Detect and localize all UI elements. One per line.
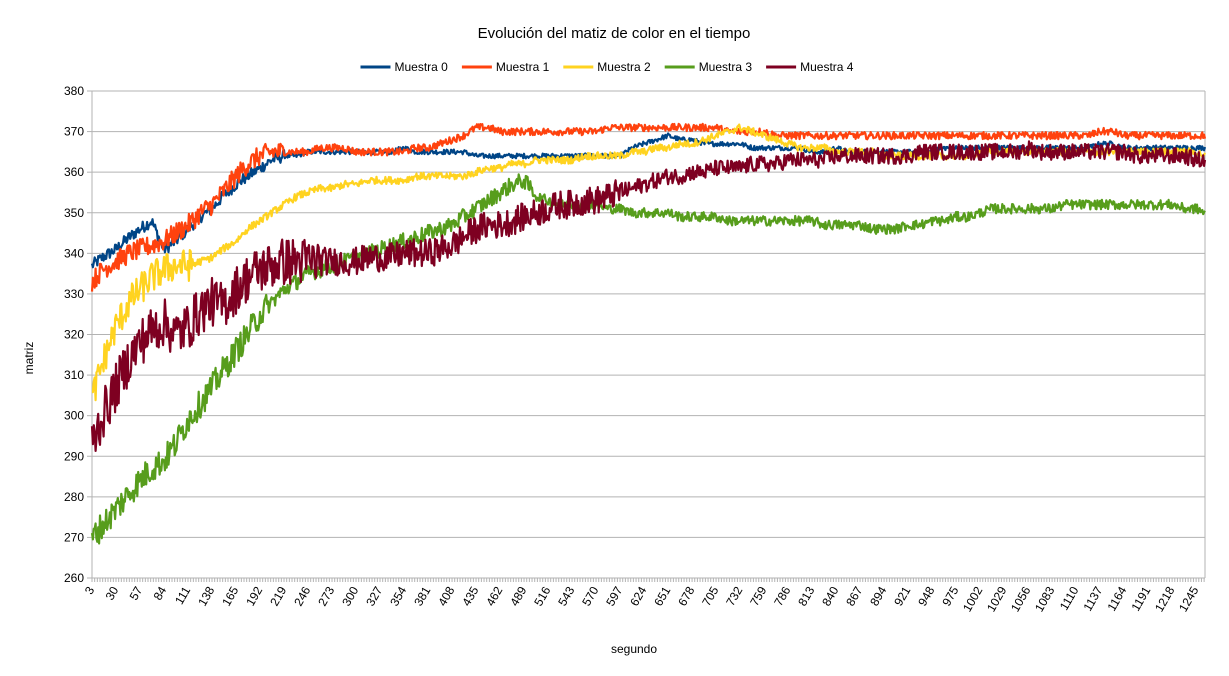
x-tick-label: 1245 [1176,584,1202,614]
x-tick-label: 462 [483,584,505,609]
y-tick-label: 360 [64,165,84,179]
x-tick-label: 759 [747,584,769,609]
x-tick-label: 705 [699,584,721,609]
x-tick-label: 246 [291,584,313,609]
y-tick-label: 320 [64,328,84,342]
y-tick-label: 350 [64,206,84,220]
y-tick-label: 310 [64,368,84,382]
y-tick-label: 370 [64,125,84,139]
series-line [90,122,1207,292]
x-tick-label: 1191 [1128,584,1153,614]
x-tick-label: 381 [411,584,433,609]
x-tick-label: 1002 [960,584,986,614]
legend-item: Muestra 1 [461,60,550,74]
x-tick-label: 1137 [1080,584,1105,614]
x-tick-label: 165 [219,584,241,609]
x-tick-label: 354 [387,584,409,609]
chart-title: Evolución del matiz de color en el tiemp… [478,25,751,42]
plot-area [90,122,1207,545]
x-tick-label: 732 [723,584,745,609]
x-tick-label: 300 [339,584,361,609]
y-tick-label: 270 [64,530,84,544]
x-tick-label: 30 [103,584,122,603]
y-tick-label: 340 [64,246,84,260]
x-tick-label: 3 [82,584,98,597]
legend-item: Muestra 4 [766,60,854,74]
x-tick-label: 840 [819,584,841,609]
x-tick-label: 435 [459,584,481,609]
y-tick-label: 300 [64,409,84,423]
series-line [90,173,1206,545]
x-tick-label: 57 [127,584,146,603]
x-tick-label: 1164 [1104,584,1129,614]
x-axis: 3 30 57 84 111 138 165 192 219 246 273 300 327 354 381… [82,577,1205,614]
x-tick-label: 84 [151,584,170,603]
legend-item: Muestra 3 [664,60,753,74]
x-tick-label: 1056 [1008,584,1034,614]
x-tick-label: 1110 [1057,584,1082,613]
x-tick-label: 489 [507,584,529,609]
legend-label: Muestra 3 [699,60,753,74]
x-tick-label: 921 [891,584,913,609]
y-tick-label: 380 [64,84,84,98]
y-tick-label: 290 [64,449,84,463]
legend: Muestra 0 Muestra 1 Muestra 2 Muestra 3 Mues… [360,60,854,74]
x-tick-label: 138 [195,584,217,609]
x-tick-label: 948 [915,584,937,609]
y-axis-title: matriz [22,342,36,375]
y-tick-label: 280 [64,490,84,504]
x-tick-label: 111 [172,584,193,607]
x-tick-label: 894 [867,584,889,609]
legend-item: Muestra 2 [563,60,651,74]
series-line [90,140,1207,452]
x-tick-label: 651 [651,584,673,609]
x-tick-label: 1218 [1152,584,1178,614]
x-tick-label: 867 [843,584,865,609]
legend-label: Muestra 4 [800,60,854,74]
x-tick-label: 597 [603,584,625,609]
y-tick-label: 260 [64,571,84,585]
legend-item: Muestra 0 [360,60,449,74]
x-tick-label: 516 [531,584,553,609]
series-line [90,132,1207,269]
x-tick-label: 408 [435,584,457,609]
x-tick-label: 624 [627,584,649,609]
legend-label: Muestra 0 [395,60,449,74]
x-tick-label: 192 [243,584,265,609]
x-tick-label: 219 [267,584,289,609]
x-tick-label: 813 [795,584,817,609]
x-tick-label: 975 [939,584,961,609]
legend-label: Muestra 2 [597,60,651,74]
x-tick-label: 1083 [1032,584,1058,614]
x-tick-label: 273 [315,584,337,609]
legend-label: Muestra 1 [496,60,550,74]
x-tick-label: 1029 [984,584,1010,614]
x-tick-label: 570 [579,584,601,609]
x-tick-label: 678 [675,584,697,609]
x-tick-label: 327 [363,584,385,609]
y-axis: 260 270 280 290 300 310 320 330 340 350 360 370 380 [64,84,1206,585]
x-axis-title: segundo [611,642,657,656]
y-tick-label: 330 [64,287,84,301]
x-tick-label: 543 [555,584,577,609]
x-tick-label: 786 [771,584,793,609]
